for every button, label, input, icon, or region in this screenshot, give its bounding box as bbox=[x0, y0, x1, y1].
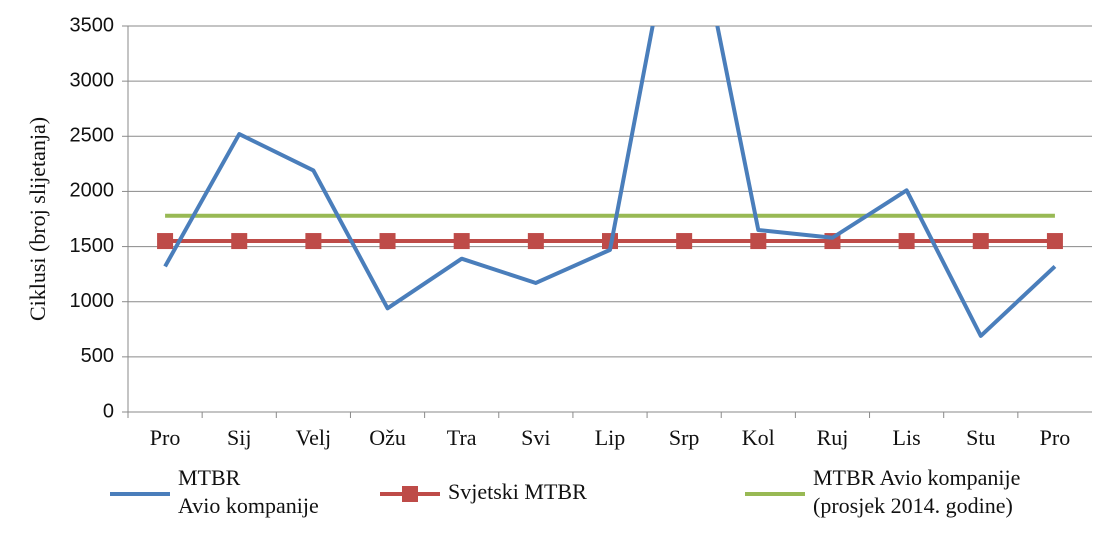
y-tick-label: 3000 bbox=[70, 69, 115, 91]
y-tick-label: 3500 bbox=[70, 14, 115, 36]
series-marker bbox=[527, 233, 544, 250]
series-marker bbox=[676, 233, 693, 250]
x-tick-label: Ožu bbox=[369, 425, 406, 450]
y-tick-label: 2500 bbox=[70, 125, 115, 147]
legend-marker bbox=[402, 486, 418, 502]
y-tick-label: 500 bbox=[81, 345, 114, 367]
series-marker bbox=[1046, 233, 1063, 250]
series-marker bbox=[305, 233, 322, 250]
x-tick-label: Stu bbox=[966, 425, 995, 450]
x-tick-label: Lip bbox=[595, 425, 626, 450]
y-tick-label: 1500 bbox=[70, 235, 115, 257]
series-marker bbox=[972, 233, 989, 250]
y-tick-label: 0 bbox=[103, 400, 114, 422]
series-marker bbox=[157, 233, 174, 250]
series-marker bbox=[750, 233, 767, 250]
series-marker bbox=[898, 233, 915, 250]
x-tick-label: Ruj bbox=[817, 425, 849, 450]
y-tick-label: 1000 bbox=[70, 290, 115, 312]
series-marker bbox=[379, 233, 396, 250]
series-marker bbox=[453, 233, 470, 250]
x-tick-label: Velj bbox=[296, 425, 331, 450]
series-marker bbox=[231, 233, 248, 250]
y-axis-label: Ciklusi (broj slijetanja) bbox=[25, 117, 50, 321]
legend-label: Svjetski MTBR bbox=[448, 479, 587, 504]
legend-label: MTBR Avio kompanije bbox=[178, 465, 319, 518]
x-tick-label: Pro bbox=[1040, 425, 1071, 450]
plot-area bbox=[157, 26, 1063, 338]
legend-label: MTBR Avio kompanije (prosjek 2014. godine… bbox=[813, 465, 1020, 518]
x-tick-label: Svi bbox=[521, 425, 550, 450]
x-tick-label: Sij bbox=[227, 425, 251, 450]
x-tick-label: Tra bbox=[447, 425, 477, 450]
series-line bbox=[163, 26, 1057, 338]
x-tick-label: Kol bbox=[742, 425, 775, 450]
x-tick-label: Lis bbox=[893, 425, 921, 450]
y-tick-label: 2000 bbox=[70, 180, 115, 202]
x-tick-label: Pro bbox=[150, 425, 181, 450]
x-tick-label: Srp bbox=[669, 425, 700, 450]
